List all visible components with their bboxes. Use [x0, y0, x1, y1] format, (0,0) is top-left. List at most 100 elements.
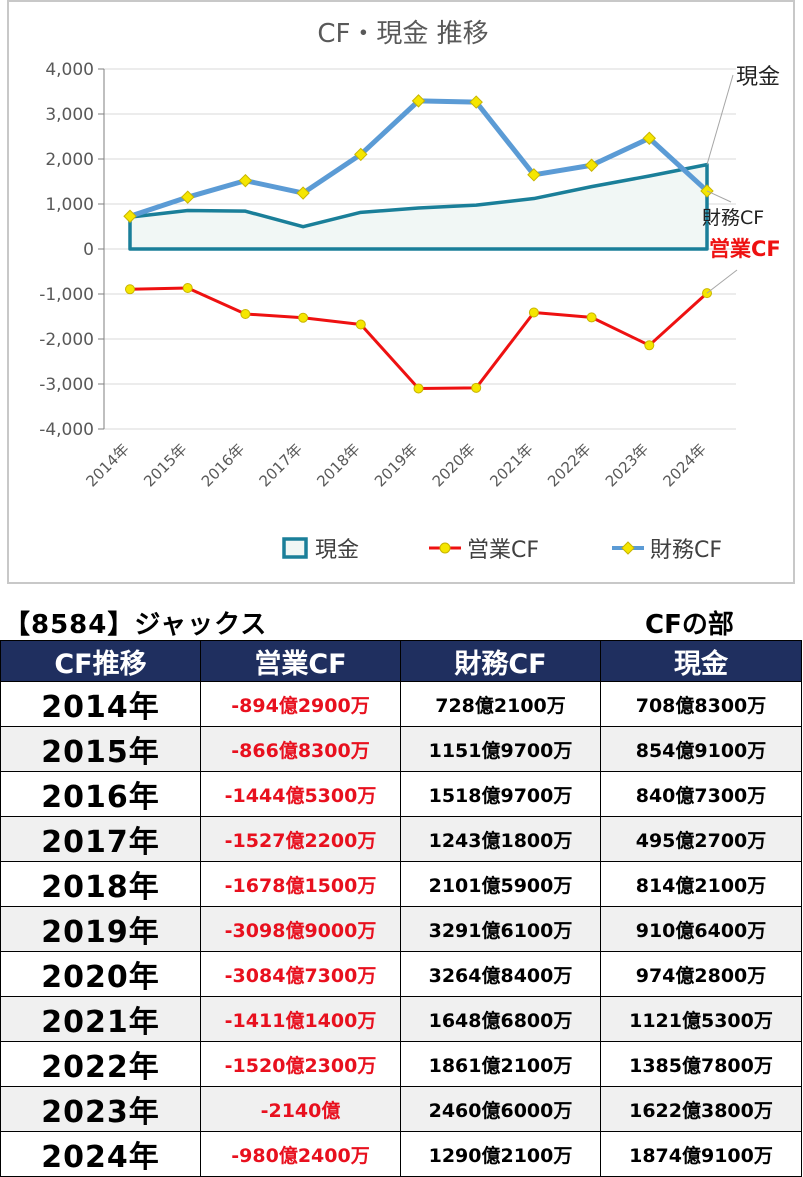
cell-cash: 1874億9100万 — [600, 1131, 802, 1177]
cash-annotation: 現金 — [736, 65, 780, 90]
x-tick-label: 2020年 — [429, 440, 479, 490]
financing-cf-point — [411, 94, 426, 108]
section-label: CFの部 — [645, 610, 734, 640]
cell-cash: 495億2700万 — [600, 816, 802, 862]
cell-financing-cf: 1243億1800万 — [400, 816, 601, 862]
financing-annotation: 財務CF — [702, 207, 764, 229]
operating-cf-point — [125, 284, 135, 295]
operating-cf-point — [355, 319, 366, 330]
y-tick-label: 4,000 — [45, 60, 94, 80]
table-row: 2015年 -866億8300万 1151億9700万 854億9100万 — [0, 726, 802, 772]
cell-cash: 814億2100万 — [600, 861, 802, 907]
table-row: 2018年 -1678億1500万 2101億5900万 814億2100万 — [0, 861, 802, 907]
operating-cf-point — [240, 309, 251, 320]
financing-cf-point — [296, 186, 310, 200]
x-tick-label: 2022年 — [544, 440, 594, 490]
operating-cf-point — [471, 382, 482, 393]
y-tick-label: 1,000 — [45, 195, 94, 215]
company-title: 【8584】ジャックス — [4, 610, 268, 640]
cell-financing-cf: 2101億5900万 — [400, 861, 601, 907]
cell-financing-cf: 3264億8400万 — [400, 951, 601, 997]
cf-table: CF推移 営業CF 財務CF 現金 2014年 -894億2900万 728億210… — [0, 640, 802, 1177]
cell-year: 2022年 — [0, 1041, 201, 1087]
cell-year: 2024年 — [0, 1131, 201, 1177]
operating-leader-line — [706, 269, 738, 294]
financing-cf-point — [238, 173, 253, 188]
cell-year: 2014年 — [0, 681, 201, 727]
cell-cash: 708億8300万 — [600, 681, 802, 727]
cell-operating-cf: -1527億2200万 — [200, 816, 401, 862]
cell-operating-cf: -894億2900万 — [200, 681, 401, 727]
legend-financing-marker — [621, 541, 635, 555]
financing-cf-point — [642, 131, 657, 145]
operating-cf-point — [413, 383, 424, 394]
financing-leader-line — [706, 190, 732, 203]
header-operating-cf: 営業CF — [200, 640, 401, 682]
operating-cf-point — [586, 312, 597, 323]
table-row: 2022年 -1520億2300万 1861億2100万 1385億7800万 — [0, 1041, 802, 1087]
x-tick-label: 2018年 — [313, 440, 363, 490]
table-row: 2019年 -3098億9000万 3291億6100万 910億6400万 — [0, 906, 802, 952]
header-cf-trend: CF推移 — [0, 640, 201, 682]
cell-year: 2019年 — [0, 906, 201, 952]
header-financing-cf: 財務CF — [400, 640, 601, 682]
cell-operating-cf: -1678億1500万 — [200, 861, 401, 907]
cell-operating-cf: -1411億1400万 — [200, 996, 401, 1042]
legend-financing-label: 財務CF — [650, 538, 722, 563]
financing-cf-point — [469, 95, 483, 109]
y-tick-label: -4,000 — [39, 420, 94, 440]
legend-cash-swatch — [282, 537, 308, 559]
financing-cf-point — [527, 168, 541, 182]
cell-operating-cf: -1520億2300万 — [200, 1041, 401, 1087]
operating-cf-point — [528, 307, 539, 318]
x-tick-label: 2017年 — [256, 440, 306, 490]
cell-cash: 1121億5300万 — [600, 996, 802, 1042]
cell-financing-cf: 1151億9700万 — [400, 726, 601, 772]
chart-title: CF・現金 推移 — [317, 19, 488, 49]
table-row: 2021年 -1411億1400万 1648億6800万 1121億5300万 — [0, 996, 802, 1042]
cf-cash-chart: CF・現金 推移 4,000 3,000 2,000 1,000 0 -1,000 -2,00… — [39, 19, 781, 563]
cell-financing-cf: 1518億9700万 — [400, 771, 601, 817]
legend-operating-marker — [439, 542, 451, 554]
legend-operating-label: 営業CF — [467, 538, 539, 563]
y-tick-label: -1,000 — [39, 285, 94, 305]
cell-financing-cf: 2460億6000万 — [400, 1086, 601, 1132]
cell-financing-cf: 3291億6100万 — [400, 906, 601, 952]
cell-year: 2017年 — [0, 816, 201, 862]
operating-cf-point — [298, 312, 309, 323]
y-tick-label: -3,000 — [39, 375, 94, 395]
cell-financing-cf: 1861億2100万 — [400, 1041, 601, 1087]
x-tick-label: 2023年 — [602, 440, 652, 490]
table-row: 2023年 -2140億 2460億6000万 1622億3800万 — [0, 1086, 802, 1132]
cell-operating-cf: -3084億7300万 — [200, 951, 401, 997]
cell-year: 2021年 — [0, 996, 201, 1042]
table-row: 2014年 -894億2900万 728億2100万 708億8300万 — [0, 681, 802, 727]
cell-operating-cf: -3098億9000万 — [200, 906, 401, 952]
legend-cash-label: 現金 — [315, 538, 359, 563]
financing-cf-point — [354, 147, 368, 162]
cash-leader-line — [706, 74, 734, 165]
cell-cash: 840億7300万 — [600, 771, 802, 817]
cell-year: 2016年 — [0, 771, 201, 817]
cell-cash: 910億6400万 — [600, 906, 802, 952]
cell-year: 2018年 — [0, 861, 201, 907]
cell-financing-cf: 728億2100万 — [400, 681, 601, 727]
header-cash: 現金 — [600, 640, 802, 682]
x-tick-label: 2016年 — [198, 440, 248, 490]
cell-year: 2020年 — [0, 951, 201, 997]
financing-cf-point — [123, 209, 137, 223]
cell-operating-cf: -980億2400万 — [200, 1131, 401, 1177]
table-row: 2020年 -3084億7300万 3264億8400万 974億2800万 — [0, 951, 802, 997]
cell-year: 2015年 — [0, 726, 201, 772]
y-tick-label: 3,000 — [45, 105, 94, 125]
x-tick-label: 2019年 — [371, 440, 421, 490]
cell-operating-cf: -866億8300万 — [200, 726, 401, 772]
y-tick-label: 0 — [83, 240, 94, 260]
cell-operating-cf: -1444億5300万 — [200, 771, 401, 817]
x-tick-label: 2021年 — [486, 440, 536, 490]
financing-cf-point — [180, 190, 195, 204]
x-tick-label: 2015年 — [140, 440, 190, 490]
table-row: 2024年 -980億2400万 1290億2100万 1874億9100万 — [0, 1131, 802, 1177]
x-tick-label: 2024年 — [659, 440, 709, 490]
table-row: 2016年 -1444億5300万 1518億9700万 840億7300万 — [0, 771, 802, 817]
